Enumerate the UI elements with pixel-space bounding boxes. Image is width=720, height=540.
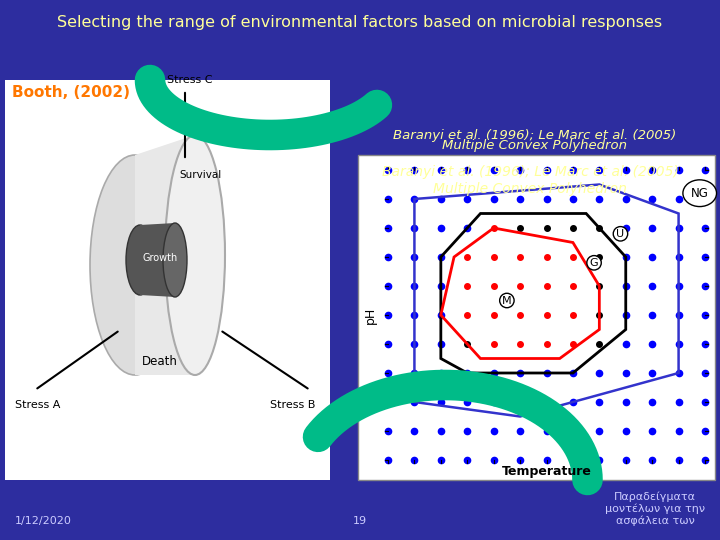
Text: Παραδείγματα
μοντέλων για την
ασφάλεια των: Παραδείγματα μοντέλων για την ασφάλεια τ… <box>605 491 705 526</box>
Polygon shape <box>135 135 195 375</box>
Text: NG: NG <box>690 187 708 200</box>
Ellipse shape <box>163 223 187 297</box>
Text: M: M <box>502 295 512 306</box>
Text: Multiple Convex Polyhedron: Multiple Convex Polyhedron <box>433 182 627 196</box>
Text: U: U <box>616 229 624 239</box>
Text: Stress A: Stress A <box>15 400 60 410</box>
Text: 19: 19 <box>353 516 367 526</box>
Polygon shape <box>140 223 175 297</box>
Text: Selecting the range of environmental factors based on microbial responses: Selecting the range of environmental fac… <box>58 15 662 30</box>
Text: Baranyi et al. (1996); Le Marc et al. (2005): Baranyi et al. (1996); Le Marc et al. (2… <box>393 129 677 142</box>
Text: pH: pH <box>364 306 377 323</box>
Text: Baranyi et al. (1996); Le Marc et al. (2005): Baranyi et al. (1996); Le Marc et al. (2… <box>382 165 678 179</box>
Text: 1/12/2020: 1/12/2020 <box>15 516 72 526</box>
Ellipse shape <box>90 155 180 375</box>
Text: Stress B: Stress B <box>269 400 315 410</box>
Text: G: G <box>590 258 598 268</box>
Text: Temperature: Temperature <box>502 465 591 478</box>
Text: Survival: Survival <box>179 170 221 180</box>
FancyBboxPatch shape <box>5 80 330 480</box>
FancyBboxPatch shape <box>358 155 715 480</box>
Text: Stress C: Stress C <box>167 75 212 85</box>
Text: Booth, (2002): Booth, (2002) <box>12 85 130 100</box>
Text: Multiple Convex Polyhedron: Multiple Convex Polyhedron <box>443 139 628 152</box>
Ellipse shape <box>165 135 225 375</box>
Ellipse shape <box>126 225 154 295</box>
Text: Death: Death <box>142 355 178 368</box>
Text: Growth: Growth <box>143 253 178 263</box>
